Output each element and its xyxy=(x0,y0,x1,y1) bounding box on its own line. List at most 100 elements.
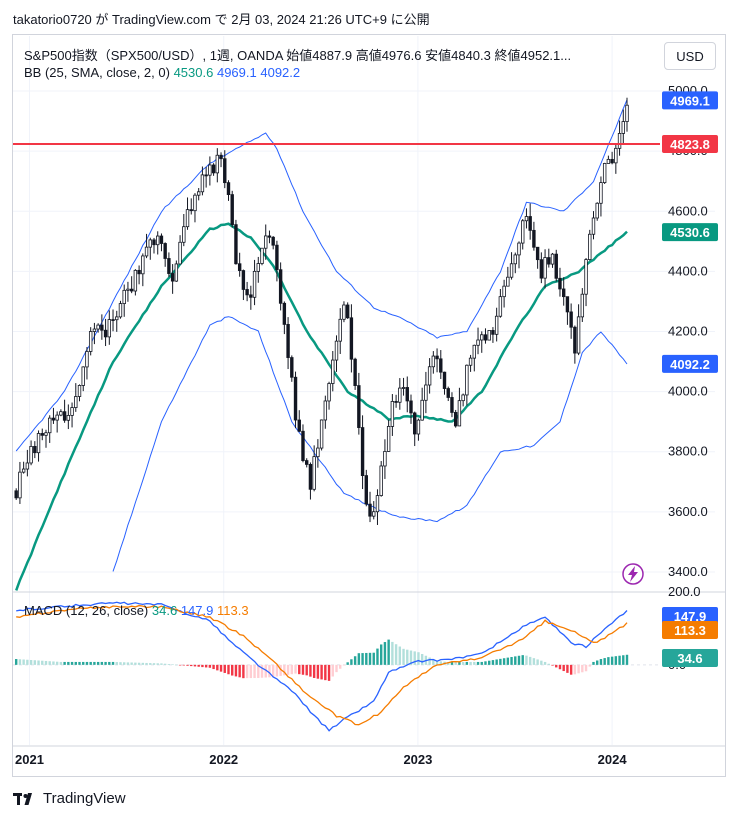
candle-body xyxy=(211,164,216,174)
candle-body xyxy=(550,253,555,265)
candle xyxy=(282,301,287,335)
macd-histogram-bar xyxy=(37,660,40,665)
candle xyxy=(81,366,85,392)
currency-button[interactable]: USD xyxy=(664,42,716,70)
candle-body xyxy=(148,239,152,248)
macd-histogram-bar xyxy=(454,661,457,665)
macd-histogram-bar xyxy=(298,664,301,675)
symbol-legend: S&P500指数（SPX500/USD）, 1週, OANDA 始値4887.9… xyxy=(24,48,572,63)
candle-body xyxy=(267,235,272,238)
macd-histogram-bar xyxy=(63,661,66,665)
candle-body xyxy=(513,254,517,265)
candle xyxy=(453,409,458,428)
candlesticks xyxy=(14,97,629,525)
macd-histogram-bar xyxy=(141,662,145,665)
candle-body xyxy=(401,387,406,389)
candle xyxy=(115,310,119,332)
macd-label-macd-bg xyxy=(662,607,718,625)
candle xyxy=(264,224,268,260)
macd-histogram-bar xyxy=(108,661,111,665)
candle-body xyxy=(293,376,298,421)
candle-body xyxy=(167,258,171,274)
candle xyxy=(297,410,301,433)
candle xyxy=(401,377,406,396)
candle xyxy=(223,150,227,189)
bb-upper-value: 4969.1 xyxy=(216,65,257,80)
macd-histogram-bar xyxy=(521,655,524,665)
bb-lower-value: 4092.2 xyxy=(260,65,301,80)
macd-histogram-bar xyxy=(190,664,193,667)
candle-body xyxy=(357,385,361,428)
macd-histogram-bar xyxy=(320,664,323,680)
candle-body xyxy=(476,339,480,346)
candle-body xyxy=(185,209,190,228)
macd-signal-line xyxy=(16,604,628,726)
candle xyxy=(349,304,354,373)
candle-body xyxy=(286,323,290,358)
macd-histogram-bar xyxy=(353,656,357,665)
candle xyxy=(200,166,205,196)
footer-brand[interactable]: TradingView xyxy=(13,790,126,807)
macd-histogram-bar xyxy=(584,664,588,672)
candle-body xyxy=(208,164,212,176)
candle-body xyxy=(88,331,93,352)
candle-body xyxy=(610,158,614,164)
candle xyxy=(260,247,264,266)
candle-body xyxy=(345,304,350,319)
macd-histogram-bar xyxy=(264,664,267,678)
candle xyxy=(14,488,18,500)
macd-histogram-bar xyxy=(383,642,387,665)
candle xyxy=(535,246,540,269)
candle xyxy=(290,355,294,382)
candle-body xyxy=(625,104,629,122)
time-tick-label: 2023 xyxy=(403,752,432,767)
time-tick-label: 2021 xyxy=(15,752,44,767)
macd-label-signal-text: 113.3 xyxy=(674,623,706,638)
price-label-hline-bg xyxy=(662,134,718,153)
macd-histogram-bar xyxy=(361,653,364,665)
candle-body xyxy=(517,242,521,256)
candle-body xyxy=(234,224,238,265)
candle xyxy=(599,176,603,217)
macd-histogram-bar xyxy=(335,664,338,673)
macd-histogram-bar xyxy=(465,661,469,665)
candle-body xyxy=(498,296,503,317)
macd-histogram-bar xyxy=(111,661,115,665)
candle-body xyxy=(453,412,458,427)
macd-histogram-bar xyxy=(569,664,573,675)
candle-body xyxy=(420,399,424,421)
candle xyxy=(278,262,283,311)
macd-histogram-bar xyxy=(130,662,133,665)
macd-label-histogram-bg xyxy=(662,649,718,667)
candle-body xyxy=(111,319,115,321)
grid-lines xyxy=(12,36,726,747)
candle xyxy=(230,190,234,228)
macd-histogram-bar xyxy=(368,652,372,665)
macd-label-macd: 147.9 xyxy=(662,607,718,625)
candle-body xyxy=(375,495,380,513)
macd-histogram-bar xyxy=(279,664,282,676)
candle xyxy=(480,331,484,353)
macd-histogram-bar xyxy=(506,657,510,665)
time-tick-label: 2022 xyxy=(209,752,238,767)
macd-histogram-bar xyxy=(592,661,595,665)
macd-histogram-bar xyxy=(14,659,18,665)
candle-body xyxy=(44,432,48,436)
macd-histogram-bar xyxy=(394,644,398,665)
macd-histogram-bar xyxy=(48,661,51,665)
candle xyxy=(386,419,391,452)
candle-body xyxy=(457,400,462,427)
candle xyxy=(234,219,238,265)
candle xyxy=(476,327,480,355)
candle-body xyxy=(174,263,179,282)
macd-histogram-bar xyxy=(78,661,81,665)
candle-body xyxy=(386,426,391,452)
candle xyxy=(204,166,208,188)
candle-body xyxy=(107,319,112,338)
macd-histogram-bar xyxy=(469,661,472,665)
candle xyxy=(48,415,52,443)
candle xyxy=(465,364,469,406)
macd-histogram-bar xyxy=(439,661,442,665)
macd-histogram-bar xyxy=(223,664,226,673)
